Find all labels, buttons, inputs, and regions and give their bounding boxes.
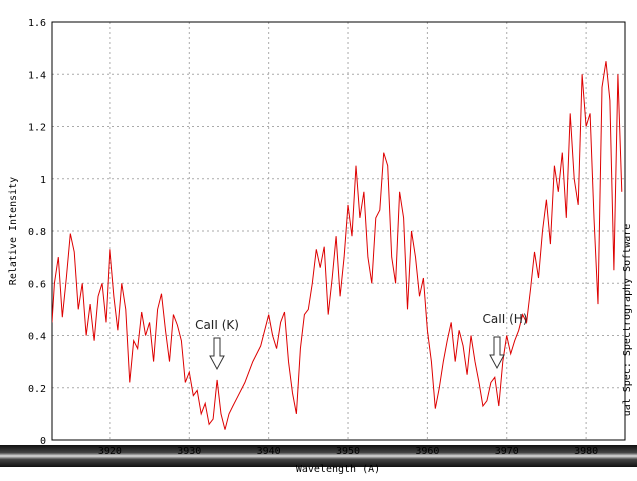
side-label: ual Spec: Spectrography Software xyxy=(622,224,633,417)
annotation-arrow xyxy=(209,337,225,371)
spectrum-strip xyxy=(0,445,637,467)
y-axis-label: Relative Intensity xyxy=(8,177,19,285)
y-tick-label: 0.8 xyxy=(28,227,46,238)
spectrum-line xyxy=(52,61,623,430)
annotation: CaII (K) xyxy=(195,318,239,332)
x-tick-label: 3920 xyxy=(98,446,122,457)
y-tick-label: 1.6 xyxy=(28,18,46,29)
x-tick-label: 3940 xyxy=(257,446,281,457)
y-tick-label: 0.6 xyxy=(28,279,46,290)
x-tick-label: 3980 xyxy=(574,446,598,457)
x-tick-label: 3930 xyxy=(177,446,201,457)
x-tick-label: 3960 xyxy=(415,446,439,457)
y-tick-label: 0.4 xyxy=(28,332,46,343)
annotation-arrow xyxy=(489,336,505,370)
plot-frame xyxy=(51,21,626,441)
x-tick-label: 3970 xyxy=(495,446,519,457)
x-tick-label: 3950 xyxy=(336,446,360,457)
x-axis-label: Wavelength (A) xyxy=(296,464,380,475)
y-tick-label: 1 xyxy=(40,175,46,186)
y-tick-label: 1.4 xyxy=(28,70,46,81)
y-tick-label: 0.2 xyxy=(28,384,46,395)
y-tick-label: 1.2 xyxy=(28,123,46,134)
annotation: CaII (H) xyxy=(482,312,527,326)
y-tick-label: 0 xyxy=(40,436,46,447)
